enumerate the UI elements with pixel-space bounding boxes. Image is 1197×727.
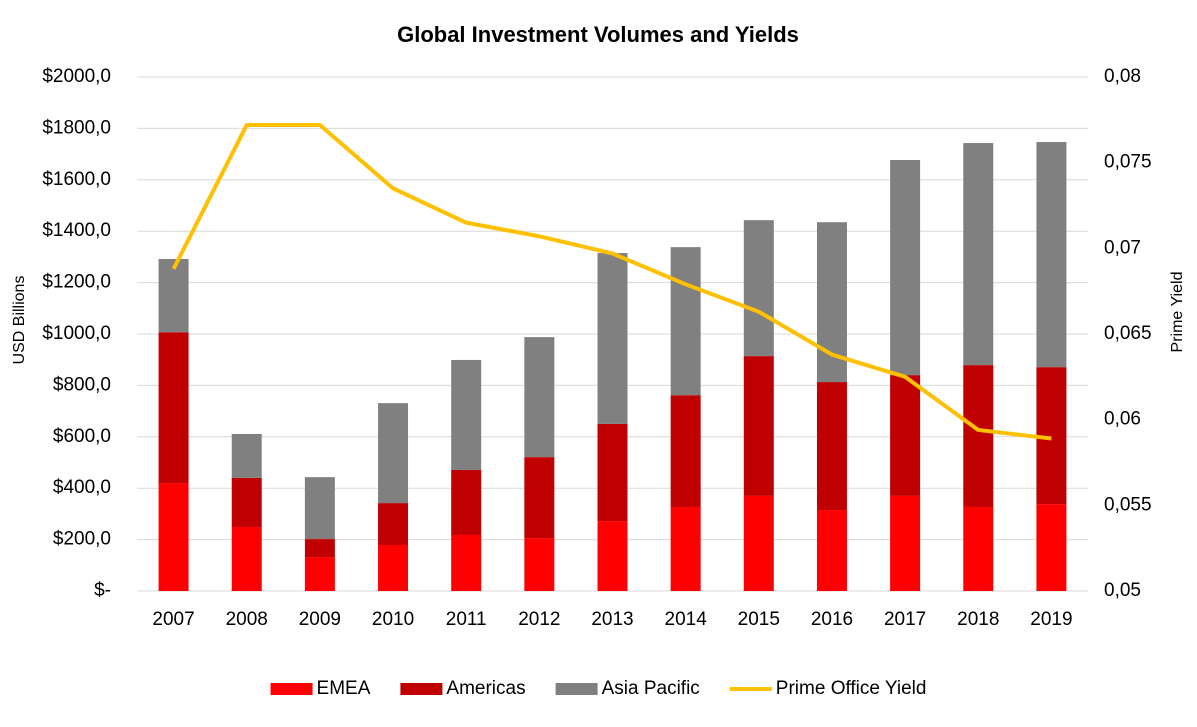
x-tick-label: 2016 [811,609,853,630]
bar-segment [524,337,555,458]
y-tick-label: $600,0 [53,426,111,447]
y2-tick-label: 0,055 [1104,494,1152,515]
bar-segment [1036,504,1067,591]
bar-segment [670,395,701,507]
legend-swatch [270,683,313,695]
bar-segment [304,477,335,540]
bar-segment [304,539,335,558]
y-tick-label: $1600,0 [42,169,111,190]
bar-segment [524,538,555,591]
bar-segment [378,503,409,545]
x-tick-label: 2009 [299,609,341,630]
bar-segment [816,510,847,591]
y2-tick-label: 0,075 [1104,152,1152,173]
bar-segment [158,258,189,333]
line-series [171,122,1052,441]
bar-segment [304,557,335,591]
bar-segment [451,469,482,535]
y2-axis-label: Prime Yield [1169,272,1186,353]
bar-segment [963,365,994,507]
bar-segment [816,382,847,511]
y-tick-label: $1000,0 [42,323,111,344]
y2-tick-label: 0,065 [1104,323,1152,344]
y-tick-label: $1800,0 [42,117,111,138]
x-tick-label: 2014 [665,609,708,630]
y2-tick-label: 0,08 [1104,66,1141,87]
bar-segment [378,403,409,504]
x-tick-label: 2017 [884,609,926,630]
bar-segment [963,506,994,591]
y2-tick-label: 0,05 [1104,580,1141,601]
bar-segment [963,143,994,366]
y2-tick-label: 0,06 [1104,409,1141,430]
y-tick-label: $800,0 [53,374,111,395]
legend-label: Asia Pacific [602,678,700,699]
bar-segment [743,356,774,496]
bar-segment [1036,142,1067,368]
bar-segment [890,375,921,496]
bar-segment [378,544,409,591]
bar-segment [890,160,921,376]
bar-segment [597,521,628,591]
bar-segment [451,534,482,591]
bar-segment [524,457,555,539]
x-tick-label: 2008 [226,609,268,630]
bar-segment [231,433,262,478]
bar-segment [597,253,628,424]
y-tick-label: $400,0 [53,477,111,498]
legend-swatch [400,683,443,695]
legend-label: Prime Office Yield [776,678,927,699]
bar-segment [451,359,482,470]
y-tick-label: $1400,0 [42,220,111,241]
y-tick-label: $1200,0 [42,272,111,293]
bar-segment [670,506,701,591]
bar-segment [743,220,774,357]
bar-segment [743,495,774,591]
x-tick-label: 2015 [738,609,780,630]
x-tick-label: 2012 [518,609,560,630]
legend-label: EMEA [317,678,371,699]
y-tick-label: $2000,0 [42,66,111,87]
bar-segment [158,483,189,591]
x-tick-label: 2010 [372,609,414,630]
y2-tick-label: 0,07 [1104,237,1141,258]
x-tick-label: 2011 [446,609,487,630]
bar-segment [231,477,262,528]
bar-segment [597,423,628,522]
x-tick-label: 2018 [957,609,999,630]
y-tick-label: $- [94,580,111,601]
legend-swatch [555,683,598,695]
bar-segment [890,495,921,591]
legend-label: Americas [446,678,525,699]
x-tick-label: 2007 [152,609,194,630]
chart-title: Global Investment Volumes and Yields [397,22,799,47]
x-tick-label: 2019 [1030,609,1072,630]
x-tick-label: 2013 [591,609,633,630]
bar-segment [158,332,189,484]
y-axis-label: USD Billions [11,276,28,365]
bar-segment [670,247,701,396]
bar-segment [231,527,262,591]
y-tick-label: $200,0 [53,529,111,550]
